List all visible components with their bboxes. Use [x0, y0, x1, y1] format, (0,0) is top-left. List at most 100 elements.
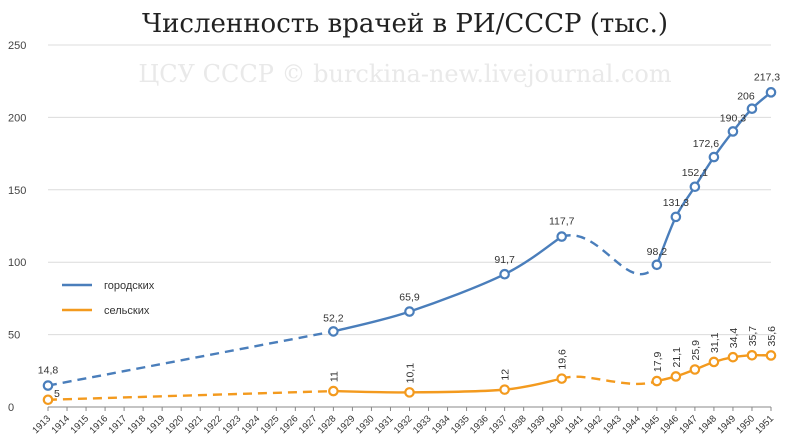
data-point	[556, 373, 568, 384]
x-tick-label: 1922	[202, 413, 225, 436]
data-label: 35,7	[747, 326, 759, 347]
series-line-segment-dashed	[47, 389, 334, 401]
data-label: 14,8	[38, 365, 59, 377]
x-tick-label: 1948	[696, 413, 719, 436]
x-tick-label: 1914	[49, 413, 72, 436]
data-label: 19,6	[557, 349, 569, 370]
data-label: 25,9	[690, 340, 702, 361]
data-point	[42, 394, 54, 406]
x-tick-label: 1936	[468, 413, 491, 436]
x-tick-label: 1943	[601, 413, 624, 436]
series-line-segment-solid	[655, 91, 772, 266]
data-point	[404, 306, 415, 317]
data-point	[328, 385, 339, 397]
legend-label-urban: городских	[104, 280, 155, 292]
data-point	[328, 326, 339, 337]
x-tick-label: 1926	[278, 413, 301, 436]
data-label: 190,3	[720, 112, 746, 124]
chart-title: Численность врачей в РИ/СССР (тыс.)	[142, 9, 668, 39]
data-point	[670, 211, 682, 223]
data-labels: 14,8 52,2 65,9 91,7 117,7 98,2 131,3 152,1 172,6…	[38, 71, 781, 399]
axes: 0501001502002501913191419151916191719181…	[8, 40, 776, 436]
y-tick-label: 150	[8, 185, 26, 197]
series-line-segment-dashed	[561, 375, 658, 386]
x-tick-label: 1949	[715, 413, 738, 436]
x-tick-label: 1921	[183, 413, 206, 436]
data-point	[556, 231, 568, 242]
y-tick-label: 100	[8, 257, 26, 269]
data-point	[708, 151, 720, 163]
x-tick-label: 1938	[506, 413, 529, 436]
data-point	[708, 356, 720, 368]
data-point	[499, 384, 510, 395]
series-line-segment-dashed	[561, 234, 658, 276]
gridlines	[48, 44, 771, 336]
data-points	[42, 87, 777, 406]
x-tick-label: 1935	[449, 413, 472, 436]
data-label: 131,3	[663, 197, 689, 209]
data-label: 206	[737, 91, 755, 103]
data-label: 12	[500, 369, 512, 381]
x-tick-label: 1913	[30, 413, 53, 436]
x-tick-label: 1924	[240, 413, 263, 436]
x-tick-label: 1915	[68, 413, 91, 436]
data-label: 117,7	[549, 216, 575, 228]
watermark: ЦСУ СССР © burckina-new.livejournal.com	[138, 60, 671, 88]
data-label: 11	[328, 371, 340, 382]
series-line-segment-solid	[333, 235, 563, 333]
data-point	[727, 126, 739, 137]
data-point	[651, 259, 663, 271]
data-label: 172,6	[693, 138, 719, 150]
x-tick-label: 1920	[164, 413, 187, 436]
data-point	[404, 387, 415, 398]
data-point	[727, 351, 739, 363]
data-label: 98,2	[647, 246, 668, 258]
data-label: 217,3	[754, 71, 780, 83]
x-tick-label: 1933	[411, 413, 434, 436]
data-point	[765, 87, 777, 98]
data-label: 65,9	[399, 292, 420, 304]
data-label: 17,9	[652, 351, 664, 372]
x-tick-label: 1919	[145, 413, 168, 436]
data-label: 34,4	[728, 328, 740, 349]
data-label: 5	[54, 388, 60, 400]
x-tick-label: 1931	[373, 413, 396, 436]
y-tick-label: 50	[8, 330, 20, 342]
x-tick-label: 1927	[297, 413, 320, 436]
data-point	[765, 350, 777, 361]
x-tick-label: 1940	[544, 413, 567, 436]
y-tick-label: 0	[8, 402, 14, 414]
x-tick-label: 1930	[354, 413, 377, 436]
legend: городских сельских	[62, 280, 155, 317]
x-tick-label: 1918	[126, 413, 149, 436]
x-tick-label: 1916	[87, 413, 110, 436]
series-line-segment-solid	[333, 377, 562, 394]
data-label: 52,2	[323, 312, 344, 324]
data-label: 21,1	[671, 347, 683, 368]
data-point	[499, 268, 510, 280]
x-tick-label: 1928	[316, 413, 339, 436]
x-tick-label: 1945	[639, 413, 662, 436]
data-point	[746, 350, 758, 361]
x-tick-label: 1944	[620, 413, 643, 436]
x-tick-label: 1925	[259, 413, 282, 436]
data-label: 10,1	[405, 363, 417, 384]
series-line-segment-dashed	[47, 330, 334, 387]
data-point	[670, 371, 682, 382]
x-tick-label: 1950	[734, 413, 757, 436]
data-point	[651, 375, 663, 387]
data-point	[689, 364, 701, 375]
x-tick-label: 1917	[106, 413, 129, 436]
data-label: 35,6	[766, 326, 778, 347]
x-tick-label: 1934	[430, 413, 453, 436]
y-tick-label: 200	[8, 112, 26, 124]
x-tick-label: 1947	[677, 413, 700, 436]
x-tick-label: 1939	[525, 413, 548, 436]
x-tick-label: 1929	[335, 413, 358, 436]
data-point	[746, 103, 758, 115]
x-tick-label: 1946	[658, 413, 681, 436]
data-label: 31,1	[709, 332, 721, 353]
x-tick-label: 1923	[221, 413, 244, 436]
data-label: 91,7	[494, 254, 515, 266]
